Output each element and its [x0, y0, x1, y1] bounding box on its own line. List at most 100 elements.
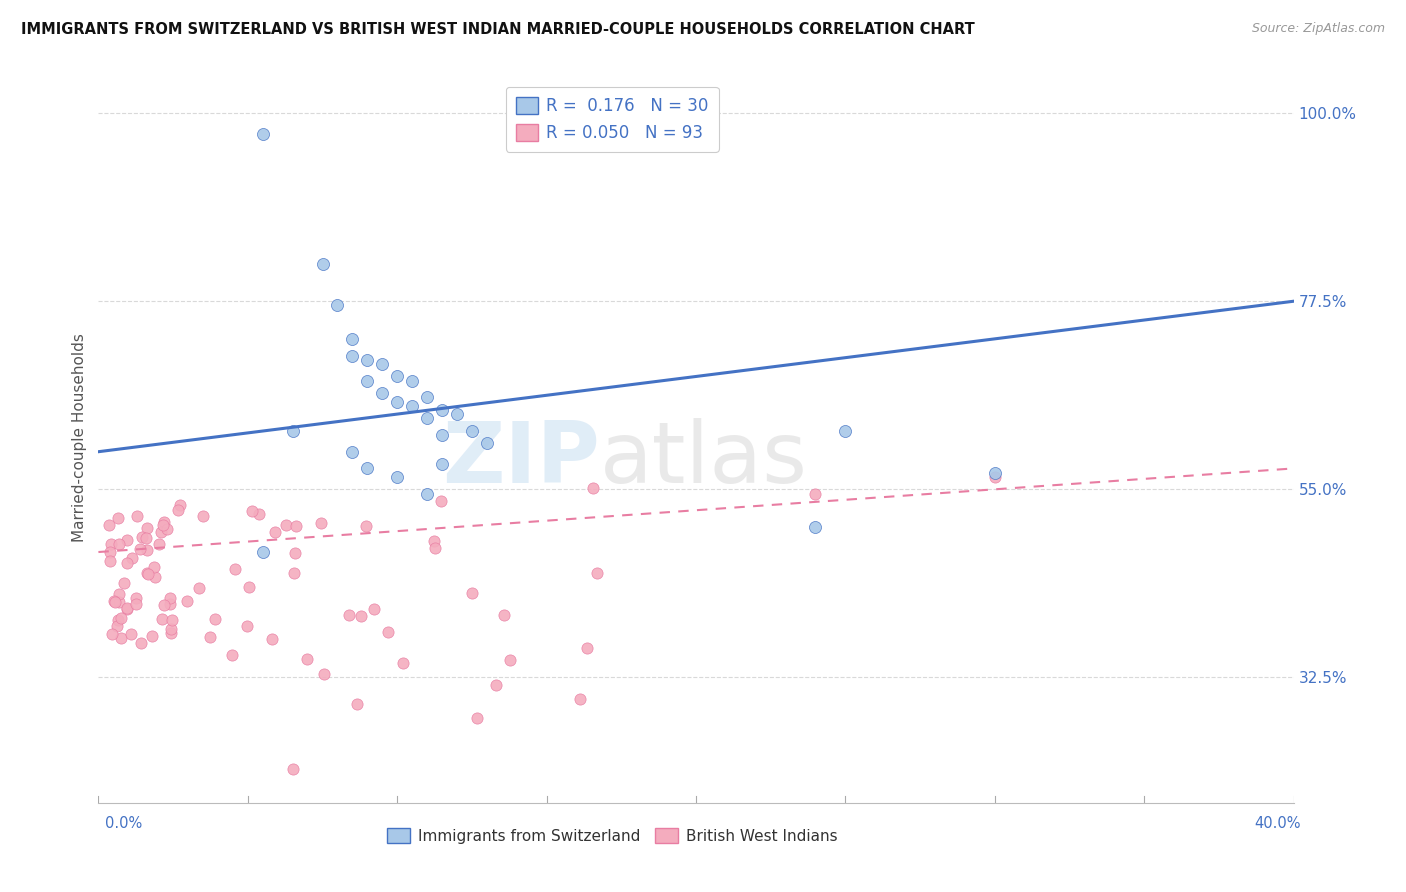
- Point: [117, 556, 139, 570]
- Point: [461, 586, 484, 600]
- Point: [274, 517, 297, 532]
- Point: [385, 470, 409, 484]
- Point: [145, 569, 167, 583]
- Point: [984, 466, 1007, 480]
- Point: [149, 525, 172, 540]
- Point: [834, 424, 856, 438]
- Point: [262, 632, 284, 646]
- Point: [285, 518, 308, 533]
- Point: [150, 611, 173, 625]
- Point: [136, 542, 159, 557]
- Y-axis label: Married-couple Households: Married-couple Households: [72, 333, 87, 541]
- Legend: Immigrants from Switzerland, British West Indians: Immigrants from Switzerland, British Wes…: [381, 822, 844, 850]
- Point: [356, 352, 378, 367]
- Point: [141, 629, 163, 643]
- Point: [159, 597, 181, 611]
- Point: [585, 566, 607, 580]
- Text: 0.0%: 0.0%: [105, 816, 142, 831]
- Point: [166, 503, 188, 517]
- Point: [422, 534, 444, 549]
- Point: [107, 511, 129, 525]
- Point: [169, 498, 191, 512]
- Point: [337, 607, 360, 622]
- Point: [129, 542, 152, 557]
- Point: [97, 517, 120, 532]
- Point: [430, 428, 453, 442]
- Point: [342, 349, 364, 363]
- Point: [401, 399, 423, 413]
- Point: [264, 524, 287, 539]
- Point: [98, 554, 121, 568]
- Point: [240, 504, 263, 518]
- Point: [568, 692, 591, 706]
- Text: 40.0%: 40.0%: [1254, 816, 1301, 831]
- Point: [416, 411, 439, 425]
- Point: [385, 369, 409, 384]
- Point: [425, 541, 447, 556]
- Point: [485, 678, 508, 692]
- Point: [281, 763, 304, 777]
- Text: Source: ZipAtlas.com: Source: ZipAtlas.com: [1251, 22, 1385, 36]
- Text: IMMIGRANTS FROM SWITZERLAND VS BRITISH WEST INDIAN MARRIED-COUPLE HOUSEHOLDS COR: IMMIGRANTS FROM SWITZERLAND VS BRITISH W…: [21, 22, 974, 37]
- Point: [148, 537, 170, 551]
- Point: [135, 521, 157, 535]
- Point: [117, 602, 139, 616]
- Point: [238, 580, 260, 594]
- Point: [115, 533, 138, 547]
- Point: [311, 257, 333, 271]
- Point: [108, 586, 131, 600]
- Point: [295, 651, 318, 665]
- Point: [346, 697, 368, 711]
- Point: [129, 636, 152, 650]
- Point: [153, 515, 176, 529]
- Text: ZIP: ZIP: [443, 417, 600, 500]
- Point: [121, 627, 143, 641]
- Point: [283, 566, 305, 581]
- Point: [153, 598, 176, 612]
- Point: [135, 566, 157, 581]
- Point: [108, 595, 131, 609]
- Point: [112, 575, 135, 590]
- Point: [582, 481, 605, 495]
- Point: [110, 631, 132, 645]
- Point: [221, 648, 243, 663]
- Point: [371, 357, 394, 371]
- Point: [416, 486, 439, 500]
- Point: [159, 591, 181, 605]
- Point: [160, 625, 183, 640]
- Point: [356, 461, 378, 475]
- Point: [103, 594, 125, 608]
- Point: [494, 608, 516, 623]
- Text: atlas: atlas: [600, 417, 808, 500]
- Point: [575, 640, 598, 655]
- Point: [160, 613, 183, 627]
- Point: [430, 457, 453, 471]
- Point: [125, 591, 148, 605]
- Point: [107, 613, 129, 627]
- Point: [127, 509, 149, 524]
- Point: [385, 394, 409, 409]
- Point: [342, 332, 364, 346]
- Point: [204, 612, 226, 626]
- Point: [224, 561, 246, 575]
- Point: [188, 582, 211, 596]
- Point: [354, 519, 377, 533]
- Point: [401, 374, 423, 388]
- Point: [984, 470, 1007, 484]
- Point: [804, 486, 827, 500]
- Point: [235, 619, 257, 633]
- Point: [342, 444, 364, 458]
- Point: [446, 407, 468, 421]
- Point: [377, 624, 399, 639]
- Point: [363, 601, 385, 615]
- Point: [176, 594, 198, 608]
- Point: [107, 537, 129, 551]
- Point: [115, 600, 138, 615]
- Point: [281, 424, 304, 438]
- Point: [105, 618, 128, 632]
- Point: [371, 386, 394, 401]
- Point: [349, 608, 371, 623]
- Point: [121, 551, 143, 566]
- Point: [152, 517, 174, 532]
- Point: [247, 508, 270, 522]
